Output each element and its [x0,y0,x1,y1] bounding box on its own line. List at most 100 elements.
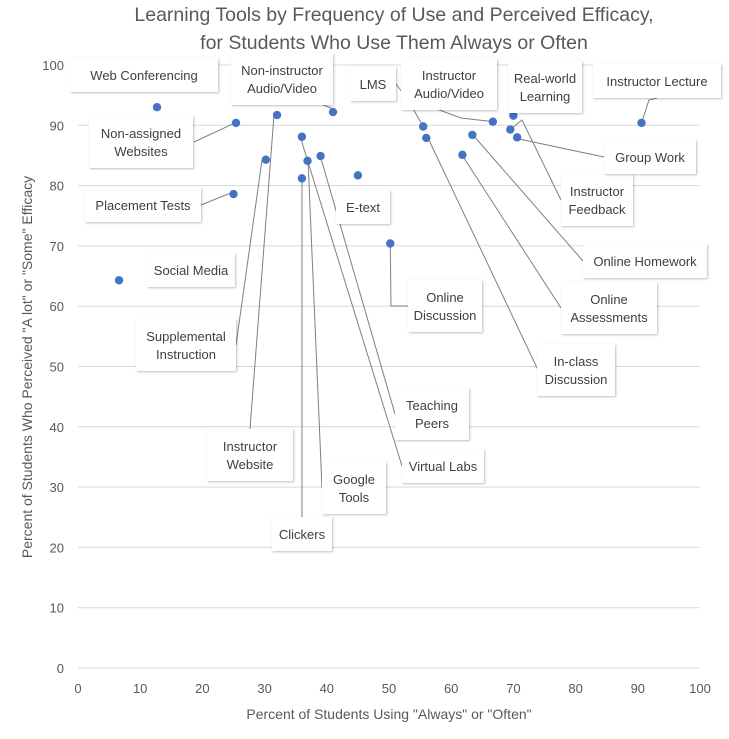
y-tick-label: 70 [50,239,64,254]
data-label-non-instructor-audio-video: Non-instructor Audio/Video [231,53,333,105]
data-label-text: LMS [360,77,387,92]
data-point-non-assigned-websites [231,118,241,128]
data-point-virtual-labs [297,132,307,141]
y-tick-label: 90 [50,118,64,133]
data-label-box [136,319,236,371]
data-label-text: Real-world Learning [514,71,576,104]
data-label-box [147,253,235,287]
data-point-instructor-lecture [637,118,646,128]
data-label-web-conferencing: Web Conferencing [70,58,218,92]
data-point-instructor-feedback [506,125,515,134]
data-point-instructor-website [272,110,282,120]
data-label-text: Instructor Audio/Video [414,68,484,101]
data-label-supplemental-instruction: Supplemental Instruction [136,319,236,371]
x-tick-label: 90 [631,681,645,696]
data-label-box [322,462,386,514]
leader-line-google-tools [307,158,323,489]
data-label-box [561,282,657,334]
data-label-lms: LMS [350,67,396,101]
y-tick-label: 20 [50,540,64,555]
data-label-box [561,174,633,226]
data-label-text: In-class Discussion [545,354,608,387]
data-label-text: Online Homework [593,254,697,269]
data-label-text: Non-instructor Audio/Video [241,63,323,96]
data-label-box [593,64,721,98]
data-label-text: Placement Tests [95,198,191,213]
data-point-instructor-audio-video [488,117,498,126]
data-label-box [70,58,218,92]
data-label-text: Non-assigned Websites [101,126,181,159]
data-label-instructor-audio-video: Instructor Audio/Video [401,58,497,110]
data-point-google-tools [303,156,312,166]
data-point-real-world-learning [509,111,518,120]
data-label-text: Virtual Labs [409,459,478,474]
data-label-box [231,53,333,105]
data-label-box [89,116,193,168]
data-label-teaching-peers: Teaching Peers [395,388,469,440]
data-label-box [336,190,390,224]
y-tick-label: 80 [50,179,64,194]
x-tick-label: 20 [195,681,209,696]
data-label-box [395,388,469,440]
leader-line-instructor-feedback [509,119,562,201]
x-tick-label: 50 [382,681,396,696]
x-tick-label: 30 [257,681,271,696]
data-label-text: Online Discussion [414,290,477,323]
data-label-box [508,61,582,113]
data-label-text: Web Conferencing [90,68,197,83]
data-label-in-class-discussion: In-class Discussion [537,344,615,396]
data-label-box [408,280,482,332]
data-label-text: Teaching Peers [406,398,458,431]
data-point-clickers [297,174,307,183]
data-label-box [350,67,396,101]
leader-line-group-work [516,136,605,158]
data-point-online-assessments [458,150,467,160]
data-label-text: Instructor Lecture [606,74,707,89]
x-tick-label: 60 [444,681,458,696]
data-point-teaching-peers [316,151,325,161]
data-label-text: Group Work [615,150,685,165]
data-label-box [207,429,293,481]
x-tick-label: 0 [74,681,81,696]
y-tick-label: 30 [50,480,64,495]
y-tick-label: 10 [50,601,64,616]
data-label-box [604,140,696,174]
data-point-non-instructor-audio-video [328,107,338,117]
data-label-online-homework: Online Homework [583,244,707,278]
data-label-box [402,449,484,483]
data-label-text: Clickers [279,527,326,542]
data-label-non-assigned-websites: Non-assigned Websites [89,116,193,168]
data-label-box [85,188,201,222]
x-tick-label: 40 [320,681,334,696]
data-points [114,103,646,285]
data-label-box [401,58,497,110]
data-label-text: E-text [346,200,380,215]
x-tick-label: 100 [689,681,711,696]
data-label-online-assessments: Online Assessments [561,282,657,334]
data-label-text: Supplemental Instruction [146,329,226,362]
chart-title-line-2: for Students Who Use Them Always or Ofte… [200,32,588,54]
data-point-group-work [512,133,522,142]
chart-title: Learning Tools by Frequency of Use and P… [134,4,653,54]
data-label-clickers: Clickers [272,517,332,551]
data-label-social-media: Social Media [147,253,235,287]
data-label-virtual-labs: Virtual Labs [402,449,484,483]
leader-line-instructor-lecture [641,97,658,124]
data-label-text: Google Tools [333,472,375,505]
data-point-online-discussion [386,239,395,248]
data-label-box [272,517,332,551]
y-tick-label: 60 [50,299,64,314]
leader-line-online-discussion [389,243,408,307]
data-label-instructor-lecture: Instructor Lecture [593,64,721,98]
data-label-e-text: E-text [336,190,390,224]
y-tick-label: 40 [50,420,64,435]
leader-line-in-class-discussion [426,137,539,371]
leader-line-placement-tests [200,193,234,206]
y-tick-label: 100 [42,58,64,73]
data-label-group-work: Group Work [604,140,696,174]
data-labels: Web Conferencing Non-assigned Websites Plac… [70,53,721,551]
data-label-real-world-learning: Real-world Learning [508,61,582,113]
chart-title-line-1: Learning Tools by Frequency of Use and P… [134,4,653,26]
data-point-social-media [114,276,124,285]
